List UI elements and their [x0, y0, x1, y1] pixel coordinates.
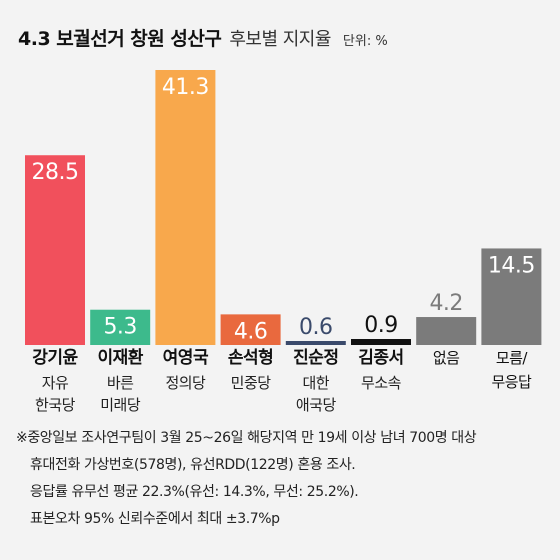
footnote: 휴대전화 가상번호(578명), 유선RDD(122명) 혼용 조사.: [30, 457, 356, 473]
header: 4.3 보궐선거 창원 성산구 후보별 지지율 단위: %: [18, 24, 388, 51]
category-label: 손석형: [227, 348, 274, 368]
category-label: 이재환: [97, 348, 143, 368]
chart-title: 4.3 보궐선거 창원 성산구: [18, 28, 222, 50]
bar: [351, 339, 411, 345]
category-label: 진순정: [293, 348, 339, 368]
footnote: 표본오차 95% 신뢰수준에서 최대 ±3.7%p: [30, 511, 280, 527]
category-label: 김종서: [358, 348, 404, 368]
bar: [285, 341, 346, 345]
category-label: 여영국: [162, 348, 209, 368]
bar: [416, 317, 477, 345]
bar: [220, 314, 281, 345]
footnote: ※중앙일보 조사연구팀이 3월 25~26일 해당지역 만 19세 이상 남녀 …: [16, 430, 477, 446]
value-label: 5.3: [103, 315, 137, 340]
party-label: 바른 미래당: [100, 374, 141, 414]
party-label: 대한 애국당: [295, 374, 336, 414]
category-label: 없음: [432, 349, 460, 367]
value-label: 0.9: [364, 313, 398, 338]
value-label: 4.6: [234, 319, 268, 344]
unit-label: 단위: %: [342, 34, 388, 49]
party-label: 무소속: [361, 374, 401, 392]
category-label: 모름/ 무응답: [491, 349, 532, 391]
party-label: 정의당: [165, 374, 206, 392]
footnote: 응답률 유무선 평균 22.3%(유선: 14.3%, 무선: 25.2%).: [30, 484, 359, 500]
party-label: 자유 한국당: [35, 374, 75, 414]
value-label: 41.3: [162, 75, 209, 100]
bar: [90, 309, 151, 345]
value-label: 28.5: [32, 160, 79, 185]
party-label: 민중당: [230, 374, 271, 392]
bar: [481, 248, 542, 345]
value-label: 4.2: [429, 291, 463, 316]
bar: [25, 155, 85, 345]
bar: [155, 70, 216, 345]
value-label: 0.6: [299, 315, 333, 340]
category-label: 강기윤: [32, 348, 78, 368]
chart-subtitle: 후보별 지지율: [229, 29, 331, 50]
value-label: 14.5: [488, 253, 535, 278]
